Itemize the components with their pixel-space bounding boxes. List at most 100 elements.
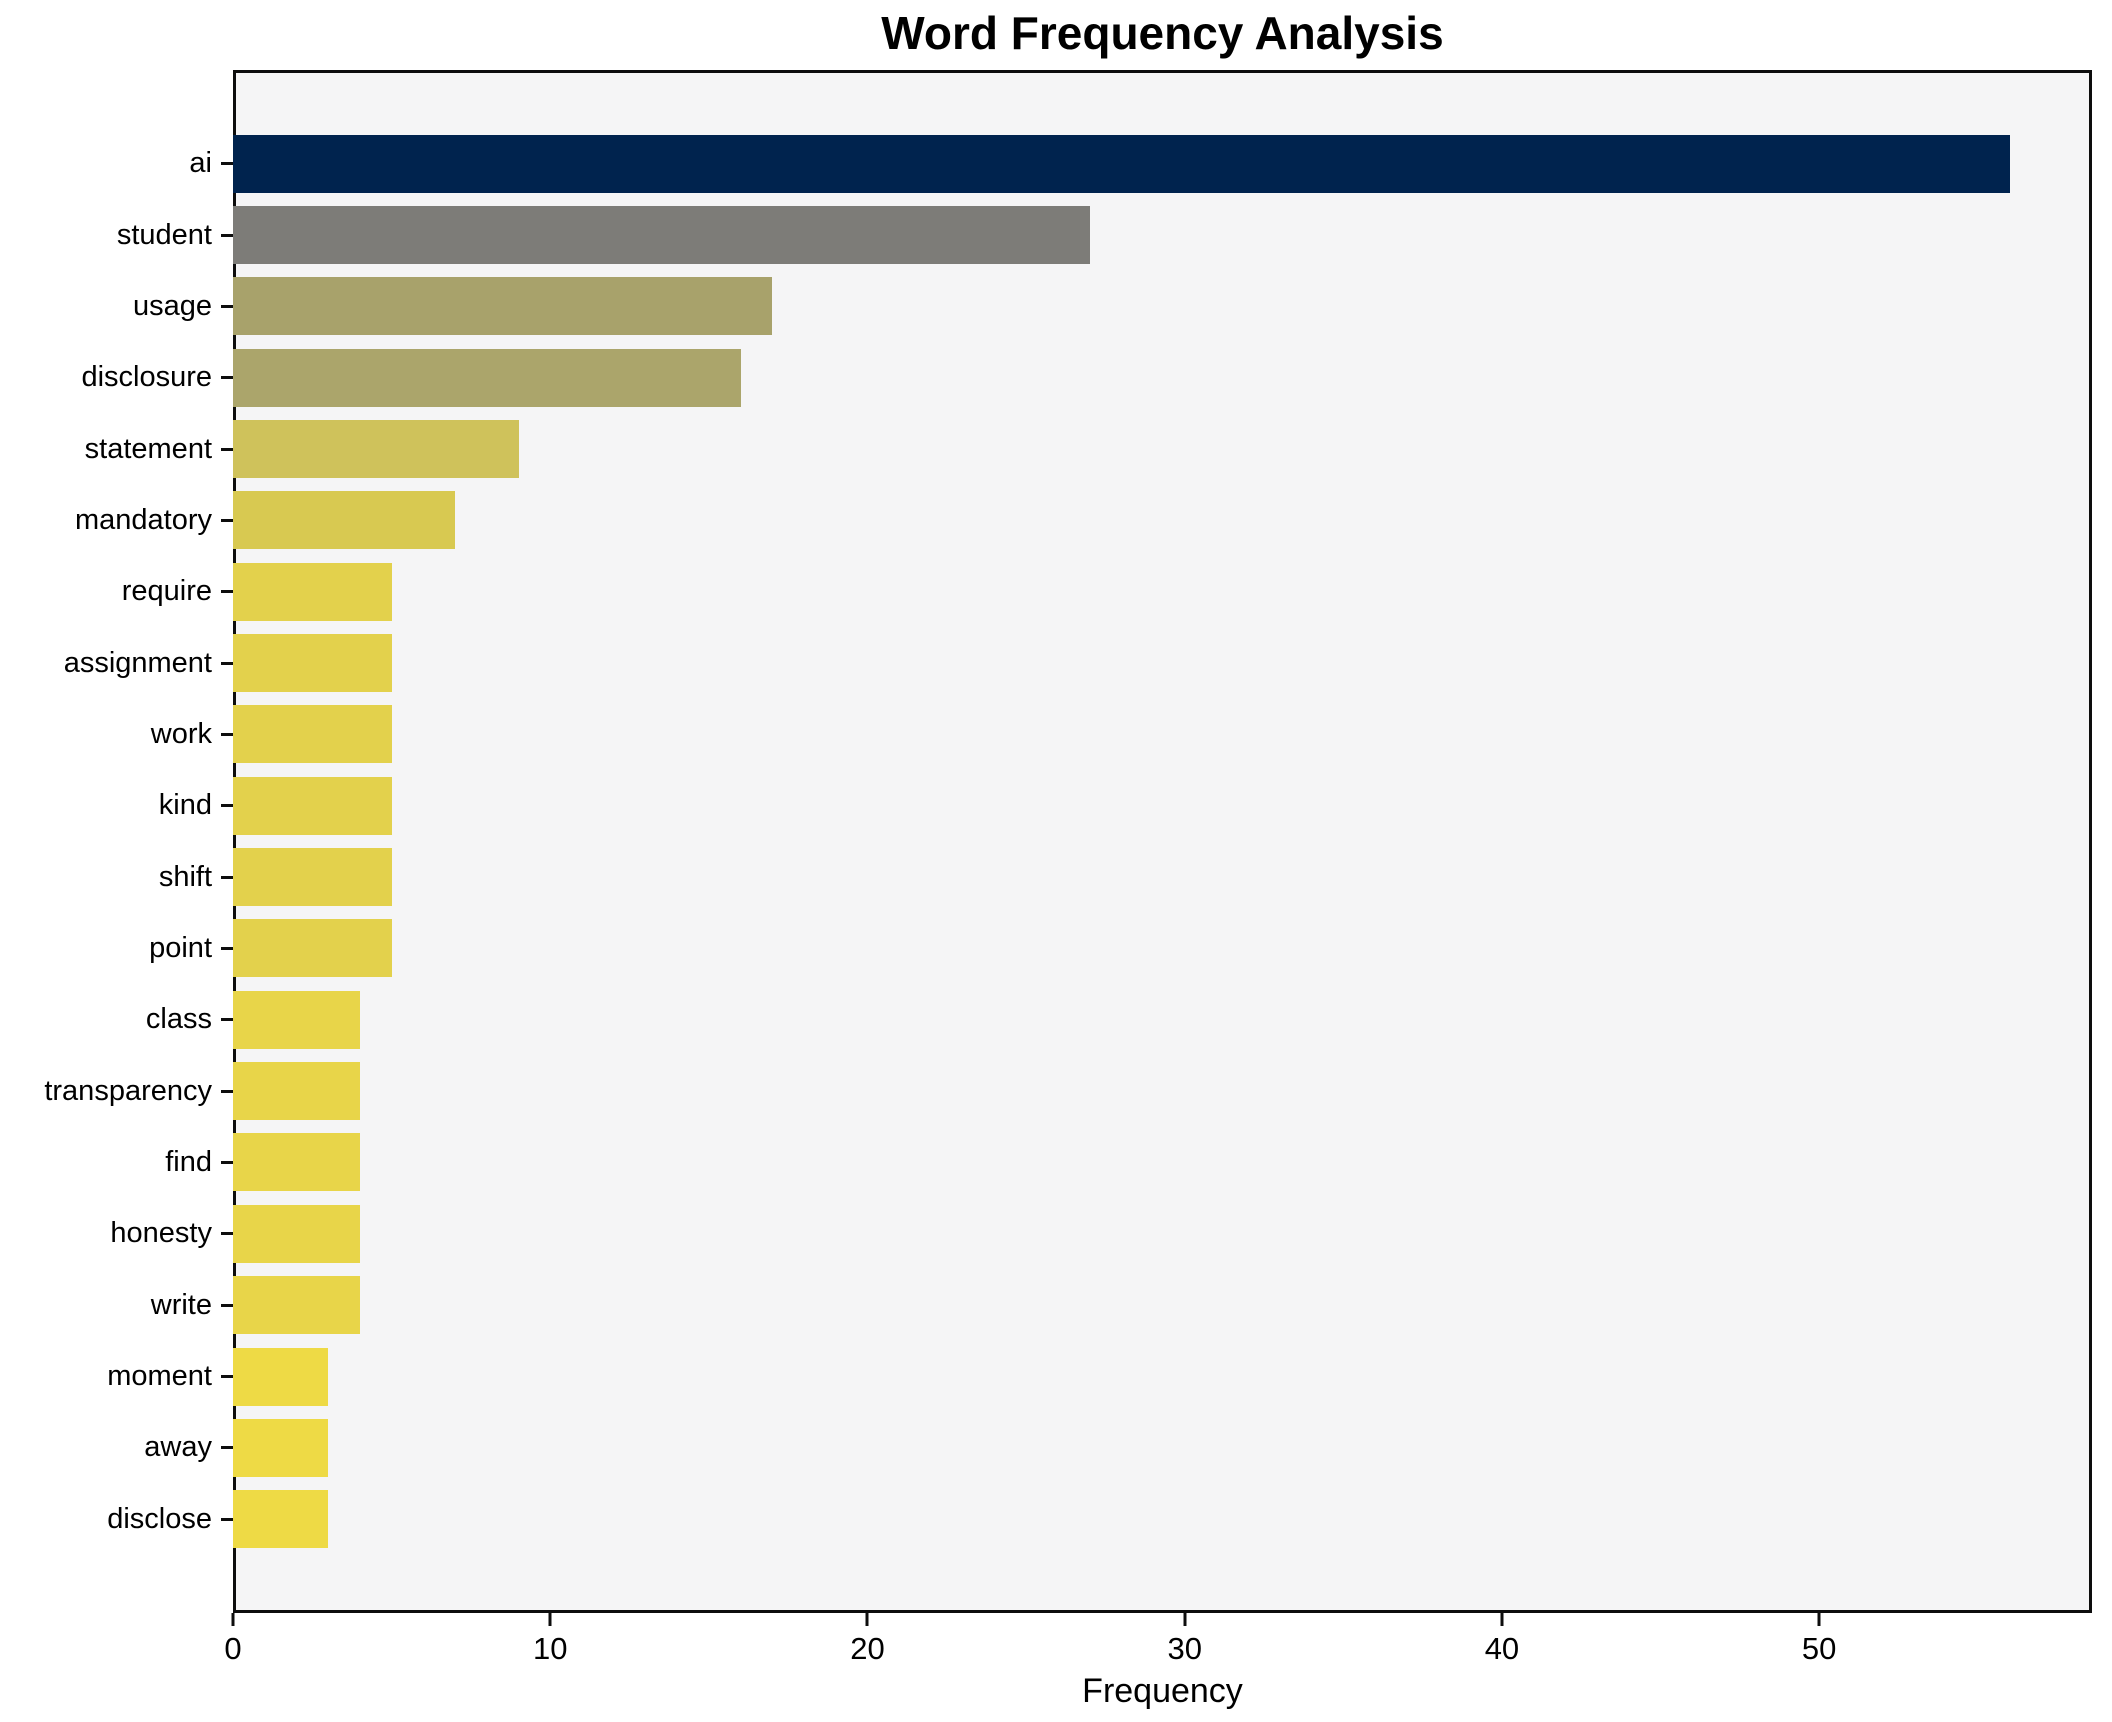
y-tick-mark	[221, 590, 233, 594]
y-tick-mark	[221, 1375, 233, 1379]
bar-row	[233, 1127, 2092, 1198]
y-tick-mark	[221, 1232, 233, 1236]
y-tick-label: write	[150, 1288, 212, 1321]
x-axis-title: Frequency	[1082, 1672, 1243, 1710]
y-tick-mark	[221, 233, 233, 237]
x-axis: 0 10 20 30 40 50	[224, 1613, 2092, 1683]
y-tick-mark	[221, 1446, 233, 1450]
bars-container	[233, 70, 2092, 1613]
bar-row	[233, 699, 2092, 770]
y-tick-label: kind	[158, 789, 212, 822]
bar	[233, 1276, 360, 1335]
x-tick-mark	[1500, 1613, 1504, 1626]
y-tick-label: disclose	[107, 1502, 212, 1535]
y-label-row: transparency	[0, 1055, 233, 1126]
y-tick-label: moment	[107, 1360, 212, 1393]
y-label-row: disclose	[0, 1484, 233, 1555]
x-tick-label: 50	[1801, 1631, 1837, 1666]
y-label-row: statement	[0, 413, 233, 484]
y-label-row: mandatory	[0, 485, 233, 556]
y-label-row: student	[0, 199, 233, 270]
bar	[233, 491, 456, 550]
y-tick-mark	[221, 304, 233, 308]
y-tick-mark	[221, 1517, 233, 1521]
bar	[233, 1204, 360, 1263]
x-tick-mark	[865, 1613, 869, 1626]
y-tick-label: honesty	[110, 1217, 212, 1250]
bar	[233, 420, 519, 479]
bar	[233, 1133, 360, 1192]
y-tick-label: mandatory	[74, 503, 212, 536]
bar-row	[233, 556, 2092, 627]
bar-row	[233, 1484, 2092, 1555]
bar	[233, 348, 741, 407]
bar-row	[233, 199, 2092, 270]
bar	[233, 919, 392, 978]
y-label-row: require	[0, 556, 233, 627]
bar-row	[233, 1341, 2092, 1412]
x-tick-mark	[1817, 1613, 1821, 1626]
x-tick-mark	[231, 1613, 235, 1626]
bar-row	[233, 1270, 2092, 1341]
x-tick-label: 0	[224, 1631, 242, 1666]
y-axis-labels: ai student usage disclosure statement mandato…	[0, 70, 233, 1613]
bar	[233, 134, 2010, 193]
y-label-row: shift	[0, 841, 233, 912]
y-tick-mark	[221, 1089, 233, 1093]
bar	[233, 562, 392, 621]
bar	[233, 1062, 360, 1121]
y-tick-mark	[221, 1303, 233, 1307]
bar-row	[233, 128, 2092, 199]
y-label-row: write	[0, 1270, 233, 1341]
bar-row	[233, 271, 2092, 342]
y-label-row: away	[0, 1412, 233, 1483]
chart-title: Word Frequency Analysis	[881, 7, 1444, 59]
bar	[233, 705, 392, 764]
y-tick-mark	[221, 518, 233, 522]
y-label-row: moment	[0, 1341, 233, 1412]
bar-row	[233, 342, 2092, 413]
y-tick-mark	[221, 1018, 233, 1022]
bar	[233, 634, 392, 693]
bar	[233, 1347, 329, 1406]
y-label-row: assignment	[0, 627, 233, 698]
y-label-row: ai	[0, 128, 233, 199]
y-tick-mark	[221, 804, 233, 808]
y-label-row: disclosure	[0, 342, 233, 413]
y-label-row: honesty	[0, 1198, 233, 1269]
x-tick-label: 40	[1484, 1631, 1520, 1666]
y-tick-label: student	[116, 218, 212, 251]
bar-row	[233, 841, 2092, 912]
bar-row	[233, 413, 2092, 484]
y-tick-label: usage	[132, 289, 212, 322]
y-tick-mark	[221, 661, 233, 665]
y-tick-label: shift	[158, 860, 212, 893]
bar	[233, 990, 360, 1049]
bar	[233, 277, 773, 336]
bar-row	[233, 770, 2092, 841]
bar-row	[233, 1412, 2092, 1483]
y-tick-label: class	[145, 1003, 212, 1036]
bar-row	[233, 913, 2092, 984]
x-tick-mark	[1183, 1613, 1187, 1626]
bar	[233, 1490, 329, 1549]
y-label-row: work	[0, 699, 233, 770]
y-tick-mark	[221, 1160, 233, 1164]
bar	[233, 776, 392, 835]
y-label-row: usage	[0, 271, 233, 342]
y-tick-label: work	[150, 717, 212, 750]
y-tick-label: disclosure	[81, 361, 212, 394]
y-tick-label: require	[121, 575, 212, 608]
bar-row	[233, 984, 2092, 1055]
y-label-row: find	[0, 1127, 233, 1198]
y-tick-mark	[221, 162, 233, 166]
y-tick-label: ai	[189, 147, 212, 180]
y-tick-label: away	[144, 1431, 212, 1464]
y-tick-mark	[221, 946, 233, 950]
bar-row	[233, 1055, 2092, 1126]
x-tick-label: 20	[850, 1631, 885, 1666]
y-tick-label: find	[165, 1145, 212, 1178]
y-tick-mark	[221, 732, 233, 736]
x-tick-label: 10	[532, 1631, 568, 1666]
